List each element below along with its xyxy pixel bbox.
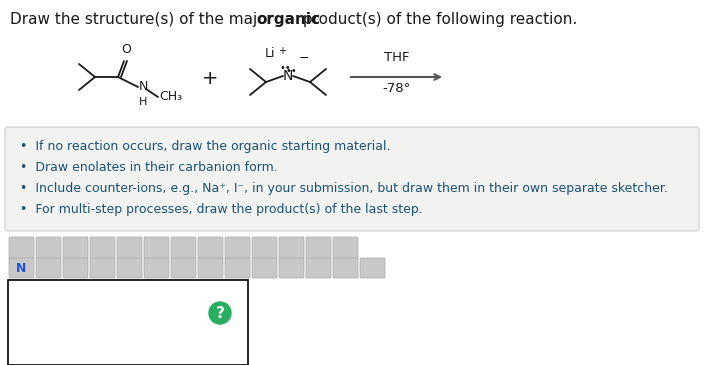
FancyBboxPatch shape	[36, 237, 61, 259]
FancyBboxPatch shape	[5, 127, 699, 231]
FancyBboxPatch shape	[117, 237, 142, 259]
FancyBboxPatch shape	[117, 258, 142, 278]
FancyBboxPatch shape	[171, 237, 196, 259]
FancyBboxPatch shape	[252, 258, 277, 278]
Text: N: N	[139, 80, 149, 92]
Text: ?: ?	[215, 306, 225, 320]
Text: O: O	[121, 43, 131, 56]
FancyBboxPatch shape	[306, 258, 331, 278]
Text: H: H	[139, 97, 147, 107]
FancyBboxPatch shape	[225, 237, 250, 259]
Text: •  Include counter-ions, e.g., Na⁺, I⁻, in your submission, but draw them in the: • Include counter-ions, e.g., Na⁺, I⁻, i…	[20, 182, 668, 195]
FancyBboxPatch shape	[63, 237, 88, 259]
FancyBboxPatch shape	[90, 258, 115, 278]
FancyBboxPatch shape	[252, 237, 277, 259]
FancyBboxPatch shape	[9, 258, 34, 278]
Text: +: +	[278, 46, 286, 56]
Text: +: +	[202, 69, 218, 88]
Text: product(s) of the following reaction.: product(s) of the following reaction.	[298, 12, 577, 27]
FancyBboxPatch shape	[9, 237, 34, 259]
FancyBboxPatch shape	[198, 237, 223, 259]
FancyBboxPatch shape	[63, 258, 88, 278]
FancyBboxPatch shape	[333, 237, 358, 259]
Text: THF: THF	[384, 51, 409, 64]
Text: •  If no reaction occurs, draw the organic starting material.: • If no reaction occurs, draw the organi…	[20, 140, 391, 153]
FancyBboxPatch shape	[144, 237, 169, 259]
Text: ••: ••	[279, 63, 291, 73]
Bar	[8, 233, 390, 278]
FancyBboxPatch shape	[171, 258, 196, 278]
Text: -78°: -78°	[382, 82, 410, 95]
Text: N: N	[283, 69, 293, 83]
Circle shape	[209, 302, 231, 324]
Text: organic: organic	[256, 12, 320, 27]
FancyBboxPatch shape	[333, 258, 358, 278]
FancyBboxPatch shape	[225, 258, 250, 278]
Text: Draw the structure(s) of the major: Draw the structure(s) of the major	[10, 12, 278, 27]
Text: CH₃: CH₃	[159, 91, 182, 104]
Text: Li: Li	[265, 47, 275, 60]
FancyBboxPatch shape	[144, 258, 169, 278]
FancyBboxPatch shape	[279, 258, 304, 278]
Text: •  For multi-step processes, draw the product(s) of the last step.: • For multi-step processes, draw the pro…	[20, 203, 422, 216]
Text: −: −	[299, 52, 310, 65]
FancyBboxPatch shape	[36, 258, 61, 278]
FancyBboxPatch shape	[90, 237, 115, 259]
Text: N: N	[16, 261, 27, 274]
Text: ••: ••	[285, 66, 297, 76]
FancyBboxPatch shape	[279, 237, 304, 259]
FancyBboxPatch shape	[198, 258, 223, 278]
FancyBboxPatch shape	[306, 237, 331, 259]
Bar	[8, 280, 248, 365]
FancyBboxPatch shape	[360, 258, 385, 278]
Text: •  Draw enolates in their carbanion form.: • Draw enolates in their carbanion form.	[20, 161, 278, 174]
